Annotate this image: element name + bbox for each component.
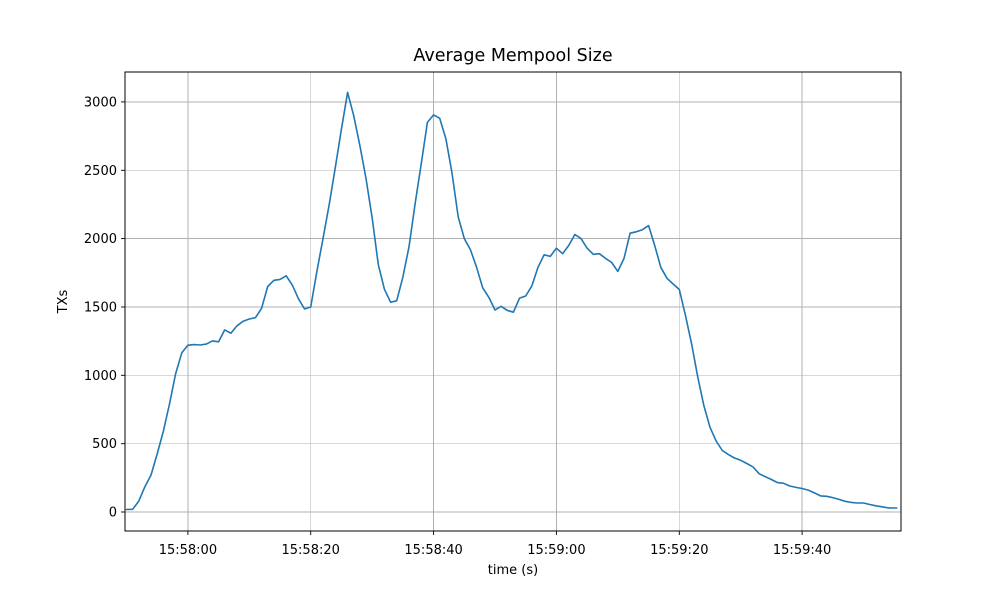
x-tick-label: 15:59:40 (773, 543, 831, 558)
x-tick-label: 15:59:20 (650, 543, 708, 558)
x-tick-label: 15:58:00 (159, 543, 217, 558)
chart-title: Average Mempool Size (413, 46, 612, 66)
y-tick-label: 3000 (84, 95, 117, 110)
x-tick-label: 15:58:40 (404, 543, 462, 558)
y-tick-label: 0 (109, 506, 117, 521)
x-axis-label: time (s) (488, 563, 538, 578)
data-layer (125, 91, 898, 511)
x-tick-label: 15:58:20 (282, 543, 340, 558)
y-axis-label: TXs (56, 289, 71, 314)
axis-layer: 0 500 1000 1500 2000 2500 3000 15:58:00 15:58:20… (84, 95, 831, 558)
y-tick-label: 2500 (84, 164, 117, 179)
x-tick-label: 15:59:00 (527, 543, 585, 558)
data-line-average-mempool-size (125, 91, 898, 511)
plot-border (124, 71, 902, 532)
y-tick-label: 1000 (84, 369, 117, 384)
y-tick-label: 1500 (84, 300, 117, 315)
grid-layer (125, 72, 901, 531)
y-tick-label: 2000 (84, 232, 117, 247)
y-tick-label: 500 (92, 437, 117, 452)
